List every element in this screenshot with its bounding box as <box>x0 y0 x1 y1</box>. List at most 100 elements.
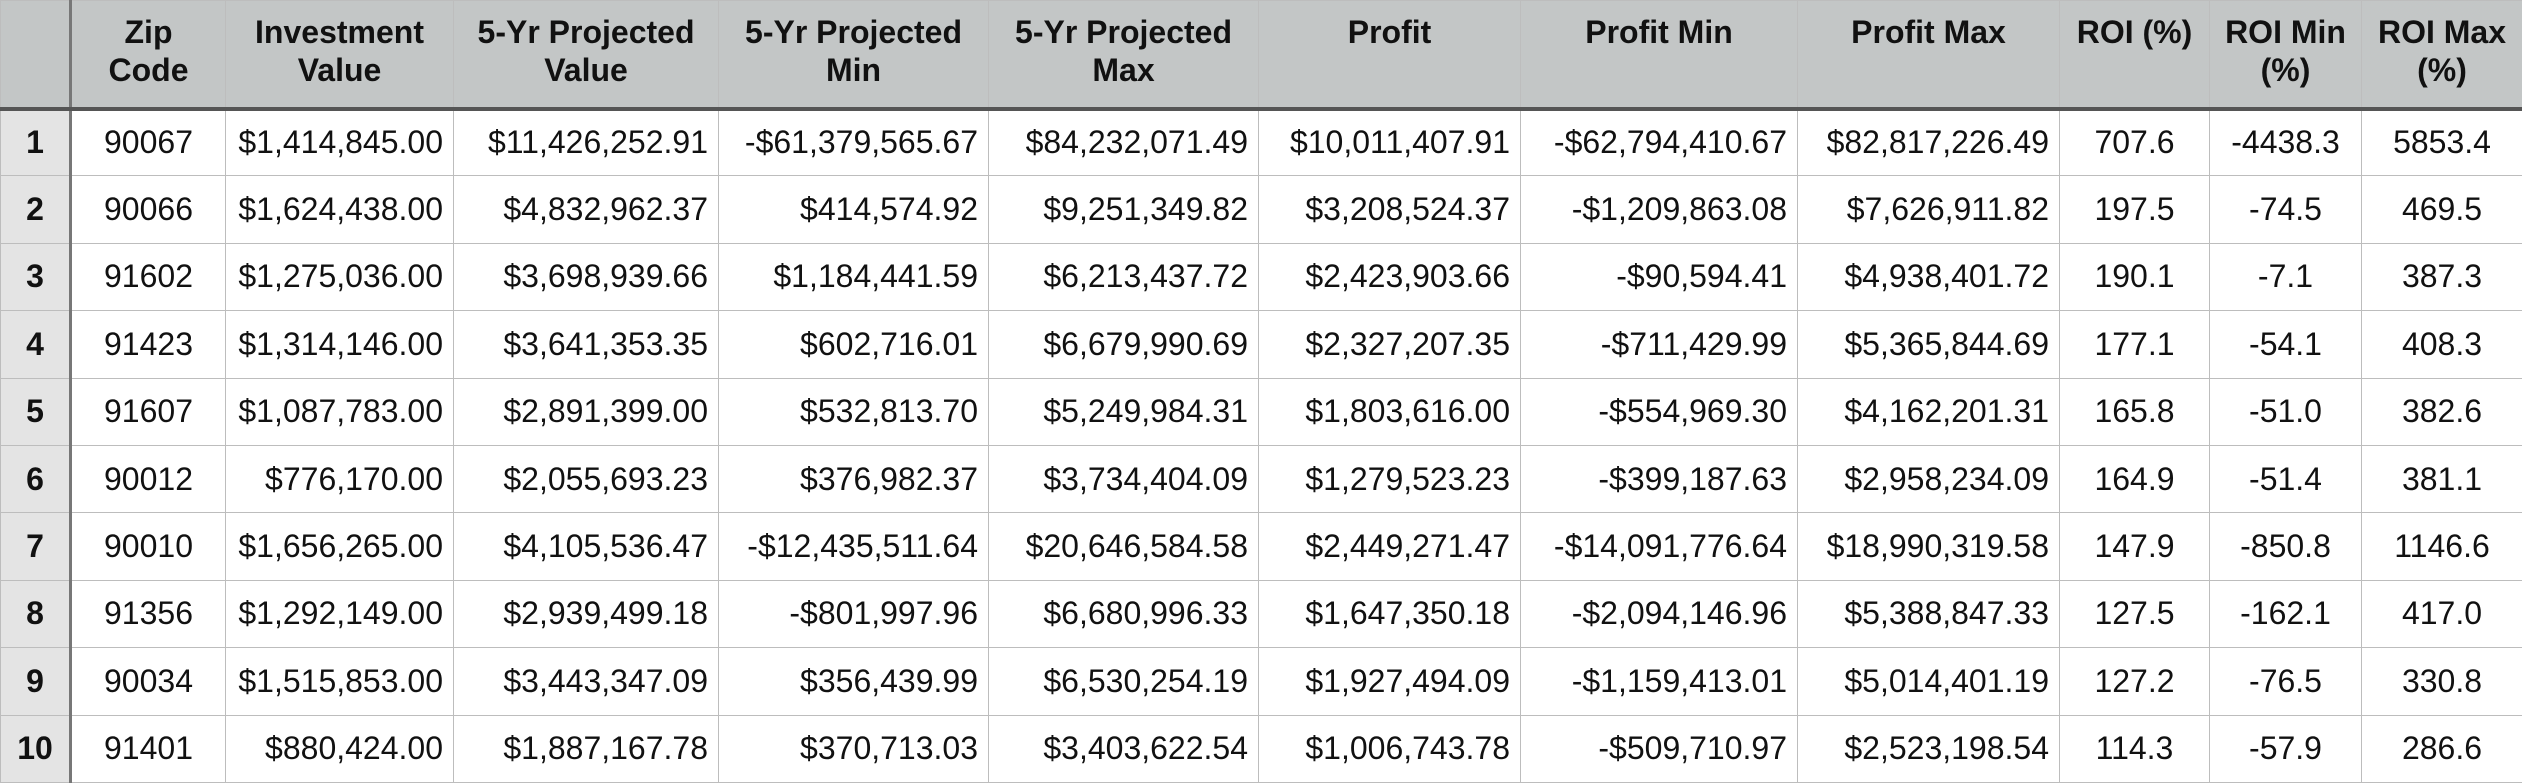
projected-value-cell: $1,887,167.78 <box>454 715 719 782</box>
projected-min-cell: $602,716.01 <box>719 311 989 378</box>
profit-max-cell: $5,365,844.69 <box>1798 311 2060 378</box>
profit-min-header: Profit Min <box>1521 1 1798 109</box>
investment-value-cell: $1,656,265.00 <box>226 513 454 580</box>
investment-value-cell: $1,087,783.00 <box>226 378 454 445</box>
row-number: 2 <box>1 176 71 243</box>
profit-header: Profit <box>1259 1 1521 109</box>
row-number: 9 <box>1 648 71 715</box>
roi-min-header: ROI Min (%) <box>2210 1 2362 109</box>
projected-max-header: 5-Yr Projected Max <box>989 1 1259 109</box>
row-number: 7 <box>1 513 71 580</box>
profit-max-cell: $18,990,319.58 <box>1798 513 2060 580</box>
roi-cell: 190.1 <box>2060 243 2210 310</box>
profit-min-cell: -$1,209,863.08 <box>1521 176 1798 243</box>
corner-cell <box>1 1 71 109</box>
projected-value-cell: $3,443,347.09 <box>454 648 719 715</box>
profit-min-cell: -$509,710.97 <box>1521 715 1798 782</box>
investment-value-header: Investment Value <box>226 1 454 109</box>
profit-min-cell: -$399,187.63 <box>1521 445 1798 512</box>
zip-code-cell: 90034 <box>71 648 226 715</box>
roi-max-header: ROI Max (%) <box>2362 1 2522 109</box>
profit-max-cell: $4,938,401.72 <box>1798 243 2060 310</box>
profit-cell: $3,208,524.37 <box>1259 176 1521 243</box>
profit-max-cell: $82,817,226.49 <box>1798 109 2060 176</box>
projected-min-cell: $532,813.70 <box>719 378 989 445</box>
zip-code-cell: 90066 <box>71 176 226 243</box>
roi-max-cell: 469.5 <box>2362 176 2522 243</box>
investment-value-cell: $1,314,146.00 <box>226 311 454 378</box>
profit-cell: $2,327,207.35 <box>1259 311 1521 378</box>
projected-min-cell: $376,982.37 <box>719 445 989 512</box>
zip-code-cell: 91356 <box>71 580 226 647</box>
roi-min-cell: -57.9 <box>2210 715 2362 782</box>
projected-value-cell: $4,105,536.47 <box>454 513 719 580</box>
projected-max-cell: $84,232,071.49 <box>989 109 1259 176</box>
roi-max-cell: 5853.4 <box>2362 109 2522 176</box>
projected-value-header: 5-Yr Projected Value <box>454 1 719 109</box>
zip-code-cell: 90010 <box>71 513 226 580</box>
roi-header: ROI (%) <box>2060 1 2210 109</box>
projected-value-cell: $3,641,353.35 <box>454 311 719 378</box>
roi-cell: 164.9 <box>2060 445 2210 512</box>
roi-min-cell: -74.5 <box>2210 176 2362 243</box>
roi-min-cell: -4438.3 <box>2210 109 2362 176</box>
projected-value-cell: $2,891,399.00 <box>454 378 719 445</box>
roi-cell: 147.9 <box>2060 513 2210 580</box>
projected-min-cell: $1,184,441.59 <box>719 243 989 310</box>
profit-min-cell: -$14,091,776.64 <box>1521 513 1798 580</box>
profit-cell: $10,011,407.91 <box>1259 109 1521 176</box>
projected-min-cell: -$801,997.96 <box>719 580 989 647</box>
roi-cell: 165.8 <box>2060 378 2210 445</box>
projected-value-cell: $2,055,693.23 <box>454 445 719 512</box>
profit-max-cell: $5,388,847.33 <box>1798 580 2060 647</box>
investment-value-cell: $1,292,149.00 <box>226 580 454 647</box>
projected-value-cell: $3,698,939.66 <box>454 243 719 310</box>
projected-max-cell: $6,679,990.69 <box>989 311 1259 378</box>
roi-min-cell: -51.0 <box>2210 378 2362 445</box>
row-number: 8 <box>1 580 71 647</box>
profit-min-cell: -$90,594.41 <box>1521 243 1798 310</box>
roi-max-cell: 408.3 <box>2362 311 2522 378</box>
roi-cell: 197.5 <box>2060 176 2210 243</box>
projected-min-cell: -$12,435,511.64 <box>719 513 989 580</box>
projected-value-cell: $2,939,499.18 <box>454 580 719 647</box>
projected-max-cell: $6,680,996.33 <box>989 580 1259 647</box>
roi-min-cell: -7.1 <box>2210 243 2362 310</box>
profit-cell: $1,006,743.78 <box>1259 715 1521 782</box>
profit-min-cell: -$711,429.99 <box>1521 311 1798 378</box>
row-number: 4 <box>1 311 71 378</box>
zip-code-cell: 91401 <box>71 715 226 782</box>
roi-cell: 127.5 <box>2060 580 2210 647</box>
profit-cell: $1,647,350.18 <box>1259 580 1521 647</box>
projected-min-cell: -$61,379,565.67 <box>719 109 989 176</box>
roi-max-cell: 286.6 <box>2362 715 2522 782</box>
projected-min-cell: $414,574.92 <box>719 176 989 243</box>
projected-max-cell: $3,403,622.54 <box>989 715 1259 782</box>
profit-max-cell: $7,626,911.82 <box>1798 176 2060 243</box>
profit-min-cell: -$2,094,146.96 <box>1521 580 1798 647</box>
investment-value-cell: $1,275,036.00 <box>226 243 454 310</box>
roi-max-cell: 417.0 <box>2362 580 2522 647</box>
profit-max-cell: $2,958,234.09 <box>1798 445 2060 512</box>
roi-cell: 114.3 <box>2060 715 2210 782</box>
projected-value-cell: $4,832,962.37 <box>454 176 719 243</box>
profit-min-cell: -$62,794,410.67 <box>1521 109 1798 176</box>
roi-min-cell: -162.1 <box>2210 580 2362 647</box>
investment-value-cell: $1,624,438.00 <box>226 176 454 243</box>
projected-max-cell: $20,646,584.58 <box>989 513 1259 580</box>
roi-cell: 127.2 <box>2060 648 2210 715</box>
profit-cell: $2,449,271.47 <box>1259 513 1521 580</box>
